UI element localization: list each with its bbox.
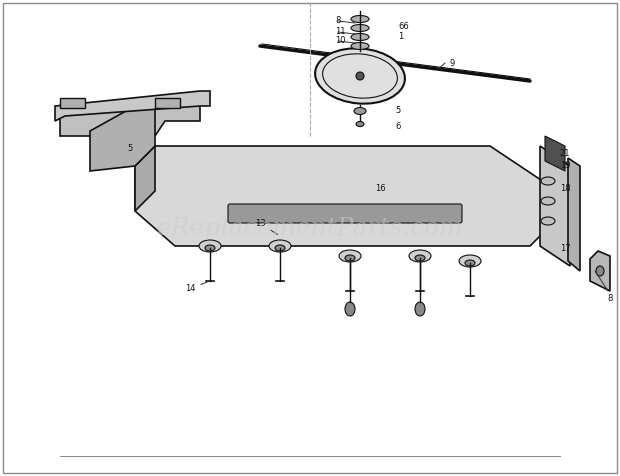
Text: 17: 17 [560,244,570,253]
Ellipse shape [351,24,369,31]
Text: 11: 11 [335,27,345,36]
Ellipse shape [275,245,285,251]
Text: 10: 10 [335,36,345,45]
Text: 6: 6 [395,122,401,131]
Ellipse shape [345,302,355,316]
Ellipse shape [356,121,364,127]
Text: 9: 9 [450,59,455,68]
Text: 16: 16 [374,184,385,193]
Ellipse shape [351,16,369,22]
Text: eReplacementParts.com: eReplacementParts.com [157,217,463,240]
Text: 13: 13 [255,219,278,235]
Text: 5: 5 [127,144,133,153]
Polygon shape [135,146,550,246]
Polygon shape [545,136,565,171]
Polygon shape [568,158,580,271]
Text: 18: 18 [560,184,570,193]
Text: 19: 19 [560,161,570,170]
Bar [155,98,180,108]
Ellipse shape [269,240,291,252]
Ellipse shape [345,255,355,261]
Text: 5: 5 [395,106,401,115]
Ellipse shape [541,177,555,185]
Ellipse shape [351,42,369,50]
Ellipse shape [339,250,361,262]
Polygon shape [60,101,200,136]
Ellipse shape [409,250,431,262]
FancyBboxPatch shape [228,204,462,223]
Ellipse shape [415,255,425,261]
Ellipse shape [351,33,369,40]
Ellipse shape [315,49,405,104]
Text: 8: 8 [608,294,613,303]
Text: 8: 8 [335,16,340,25]
Polygon shape [135,146,155,211]
Ellipse shape [205,245,215,251]
Text: 66: 66 [398,22,409,31]
Polygon shape [590,251,610,291]
Ellipse shape [356,72,364,80]
Ellipse shape [596,266,604,276]
Bar [60,98,85,108]
Ellipse shape [465,260,475,266]
Ellipse shape [354,108,366,115]
Polygon shape [55,91,210,121]
Ellipse shape [415,302,425,316]
Text: 14: 14 [185,282,208,293]
Polygon shape [540,146,570,266]
Text: 1: 1 [398,32,403,41]
Text: 21: 21 [560,149,570,158]
Ellipse shape [541,217,555,225]
Ellipse shape [459,255,481,267]
Ellipse shape [199,240,221,252]
Polygon shape [90,106,155,171]
Ellipse shape [541,197,555,205]
